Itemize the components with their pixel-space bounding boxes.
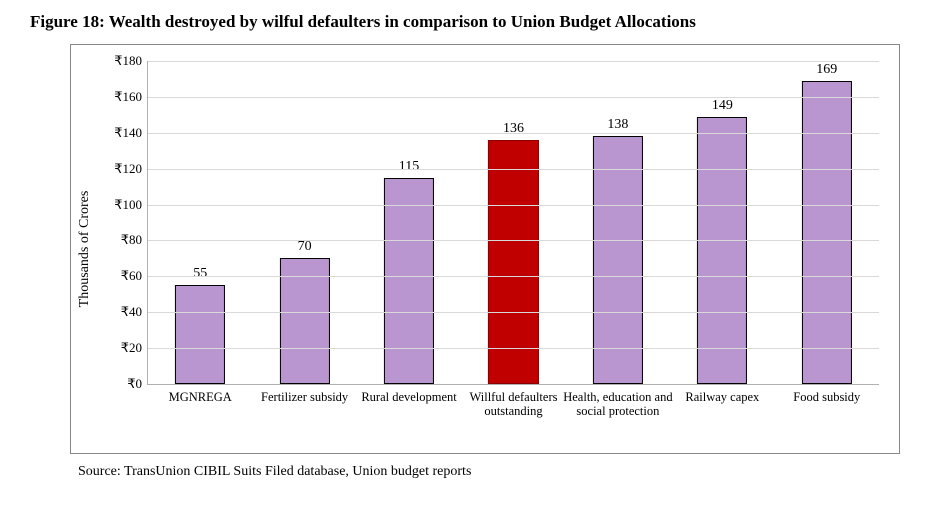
bar-slot: 55MGNREGA (148, 61, 252, 384)
bar-value-label: 138 (607, 117, 628, 133)
bar-slot: 138Health, education and social protecti… (566, 61, 670, 384)
gridline (148, 276, 879, 277)
bar-value-label: 55 (193, 266, 207, 282)
bar-slot: 115Rural development (357, 61, 461, 384)
gridline (148, 348, 879, 349)
y-tick-label: ₹120 (114, 161, 148, 177)
y-tick-label: ₹160 (114, 89, 148, 105)
bar: 149 (697, 117, 747, 384)
x-tick-label: Rural development (354, 390, 464, 404)
bar: 115 (384, 178, 434, 384)
gridline (148, 312, 879, 313)
bar-slot: 136Willful defaulters outstanding (461, 61, 565, 384)
x-tick-label: Food subsidy (772, 390, 882, 404)
chart-container: Thousands of Crores 55MGNREGA70Fertilize… (70, 44, 900, 454)
y-tick-label: ₹180 (114, 53, 148, 69)
bar-value-label: 136 (503, 121, 524, 137)
bar: 55 (175, 285, 225, 384)
bar-slot: 149Railway capex (670, 61, 774, 384)
y-tick-label: ₹80 (121, 232, 148, 248)
gridline (148, 61, 879, 62)
bar: 169 (802, 81, 852, 384)
bar-value-label: 115 (399, 159, 419, 175)
bar-value-label: 169 (816, 62, 837, 78)
x-tick-label: Railway capex (667, 390, 777, 404)
y-tick-label: ₹100 (114, 197, 148, 213)
y-tick-label: ₹60 (121, 268, 148, 284)
gridline (148, 169, 879, 170)
y-tick-label: ₹140 (114, 125, 148, 141)
bar-slot: 169Food subsidy (775, 61, 879, 384)
x-tick-label: Fertilizer subsidy (250, 390, 360, 404)
gridline (148, 240, 879, 241)
y-tick-label: ₹0 (127, 376, 148, 392)
plot-area: 55MGNREGA70Fertilizer subsidy115Rural de… (147, 61, 879, 385)
bar-value-label: 149 (712, 98, 733, 114)
bar-value-label: 70 (298, 239, 312, 255)
source-text: Source: TransUnion CIBIL Suits Filed dat… (78, 464, 912, 480)
gridline (148, 97, 879, 98)
bar: 138 (593, 136, 643, 384)
figure-title: Figure 18: Wealth destroyed by wilful de… (30, 12, 912, 32)
bar-slot: 70Fertilizer subsidy (252, 61, 356, 384)
bars-row: 55MGNREGA70Fertilizer subsidy115Rural de… (148, 61, 879, 384)
gridline (148, 205, 879, 206)
gridline (148, 133, 879, 134)
x-tick-label: MGNREGA (145, 390, 255, 404)
y-axis-title: Thousands of Crores (77, 191, 93, 308)
y-tick-label: ₹20 (121, 340, 148, 356)
y-tick-label: ₹40 (121, 304, 148, 320)
x-tick-label: Willful defaulters outstanding (458, 390, 568, 419)
x-tick-label: Health, education and social protection (563, 390, 673, 419)
